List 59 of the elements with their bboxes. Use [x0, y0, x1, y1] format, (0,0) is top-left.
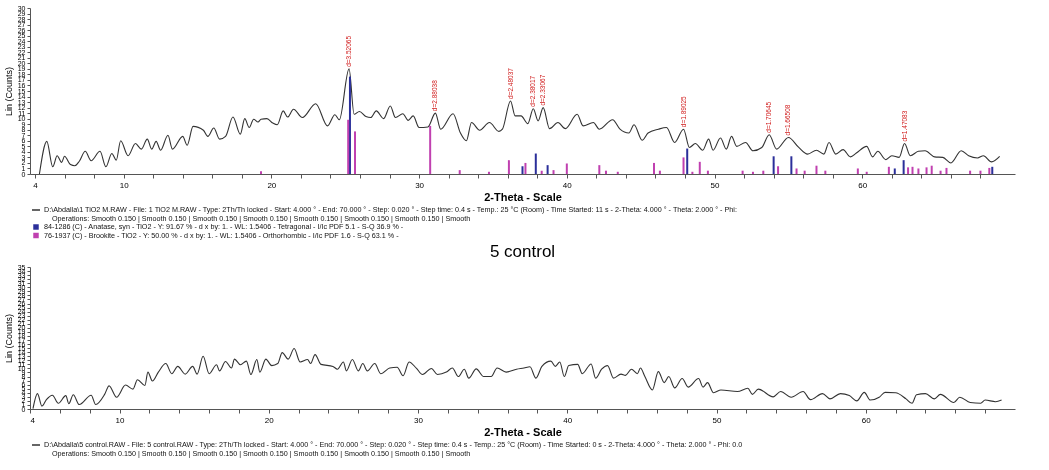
bar: [429, 125, 432, 174]
bar: [751, 171, 754, 174]
bar: [893, 168, 896, 174]
bar: [487, 171, 490, 174]
x-tick-label: 60: [861, 415, 872, 425]
bar: [534, 153, 537, 174]
bar: [260, 171, 263, 174]
x-tick-label: 10: [115, 415, 126, 425]
y-axis-title: Lin (Counts): [3, 313, 14, 364]
bar: [691, 171, 694, 174]
x-tick-label: 50: [712, 415, 723, 425]
x-tick-label: 4: [30, 415, 36, 425]
bar: [507, 160, 510, 174]
bar: [790, 156, 793, 174]
bar: [598, 165, 601, 174]
bar: [524, 162, 527, 174]
bar: [887, 166, 890, 174]
x-tick-label: 4: [33, 180, 39, 190]
x-tick-label: 60: [858, 180, 868, 190]
line-series: [38, 68, 1001, 175]
bar: [911, 166, 914, 174]
bar: [546, 165, 549, 174]
x-tick-label: 40: [562, 180, 573, 190]
line-series: [32, 348, 1003, 410]
bar: [353, 131, 356, 174]
bar: [930, 165, 933, 174]
bar: [521, 166, 524, 174]
bar: [772, 156, 775, 174]
x-axis-title: 2-Theta - Scale: [484, 425, 562, 438]
x-tick-label: 30: [414, 415, 424, 425]
bar: [565, 163, 568, 174]
x-tick-label: 30: [415, 180, 425, 190]
chart-title: 5 control: [489, 242, 556, 261]
bar: [652, 162, 655, 174]
x-tick-label: 40: [563, 415, 573, 425]
bar: [917, 168, 920, 174]
bar: [552, 170, 555, 174]
bar: [945, 167, 948, 174]
bar: [347, 119, 350, 174]
bar: [795, 168, 798, 174]
bar: [348, 76, 351, 174]
x-tick-label: 20: [267, 180, 277, 190]
bar: [815, 165, 818, 174]
bar: [777, 166, 780, 174]
bar: [458, 170, 461, 174]
bar: [616, 171, 619, 174]
bar: [865, 171, 868, 174]
x-tick-label: 50: [710, 180, 721, 190]
bar: [686, 148, 689, 174]
bar: [925, 167, 928, 174]
bar: [856, 168, 859, 174]
x-tick-label: 20: [264, 415, 275, 425]
x-axis-title: 2-Theta - Scale: [484, 190, 562, 203]
bar: [698, 161, 701, 174]
bar: [682, 157, 685, 174]
x-tick-label: 10: [119, 180, 130, 190]
bar: [902, 160, 905, 174]
bar: [907, 167, 910, 174]
y-axis-title: Lin (Counts): [3, 66, 14, 117]
